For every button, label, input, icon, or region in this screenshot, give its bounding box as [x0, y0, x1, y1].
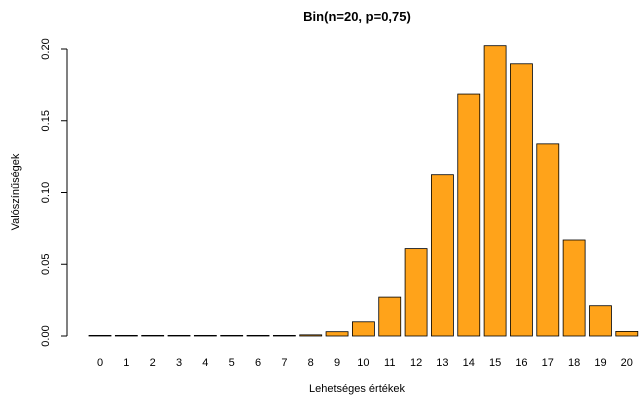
x-tick-label: 14 — [463, 357, 475, 369]
bars — [88, 45, 639, 337]
x-tick-label: 1 — [123, 357, 129, 369]
y-tick-label: 0.10 — [40, 182, 52, 203]
x-tick-label: 4 — [202, 357, 208, 369]
x-tick-label: 10 — [357, 357, 369, 369]
bar-3 — [167, 334, 191, 337]
bar-1 — [114, 334, 138, 337]
bar-2 — [141, 334, 165, 337]
x-tick-label: 17 — [542, 357, 554, 369]
bar-4 — [193, 334, 217, 337]
x-tick-label: 6 — [255, 357, 261, 369]
bar-10 — [351, 321, 375, 337]
bar-5 — [220, 334, 244, 337]
x-axis-label: Lehetséges értékek — [309, 383, 406, 395]
x-axis: 0 1 2 3 4 5 6 7 8 9 10 11 12 13 14 15 16 17 18 19 20 — [97, 357, 633, 369]
bar-6 — [246, 334, 270, 337]
x-tick-label: 20 — [621, 357, 633, 369]
x-tick-label: 13 — [436, 357, 448, 369]
x-tick-label: 7 — [281, 357, 287, 369]
x-tick-label: 2 — [150, 357, 156, 369]
bar-0 — [88, 334, 112, 337]
bar-14 — [457, 93, 481, 337]
y-axis: 0.00 0.05 0.10 0.15 0.20 — [40, 38, 67, 347]
y-tick-label: 0.15 — [40, 110, 52, 131]
y-tick-label: 0.00 — [40, 325, 52, 346]
x-tick-label: 8 — [308, 357, 314, 369]
x-tick-label: 19 — [594, 357, 606, 369]
x-tick-label: 11 — [384, 357, 395, 369]
x-tick-label: 3 — [176, 357, 182, 369]
bar-17 — [536, 143, 560, 337]
x-tick-label: 0 — [97, 357, 103, 369]
bar-20 — [615, 331, 639, 337]
y-tick-label: 0.05 — [40, 254, 52, 275]
bar-15 — [483, 45, 507, 337]
bar-7 — [272, 334, 296, 337]
bar-18 — [562, 239, 586, 337]
chart-title: Bin(n=20, p=0,75) — [303, 9, 411, 24]
bar-11 — [378, 296, 402, 337]
bar-12 — [404, 248, 428, 337]
bar-9 — [325, 331, 349, 337]
x-tick-label: 9 — [334, 357, 340, 369]
bar-16 — [510, 63, 533, 337]
x-tick-label: 16 — [515, 357, 527, 369]
x-tick-label: 5 — [229, 357, 235, 369]
x-tick-label: 15 — [489, 357, 501, 369]
bar-19 — [589, 305, 612, 337]
x-tick-label: 18 — [568, 357, 580, 369]
bar-8 — [299, 334, 323, 337]
y-tick-label: 0.20 — [40, 38, 52, 59]
y-axis-label: Valószínűségek — [10, 153, 22, 230]
bar-13 — [431, 174, 454, 337]
x-tick-label: 12 — [410, 357, 422, 369]
